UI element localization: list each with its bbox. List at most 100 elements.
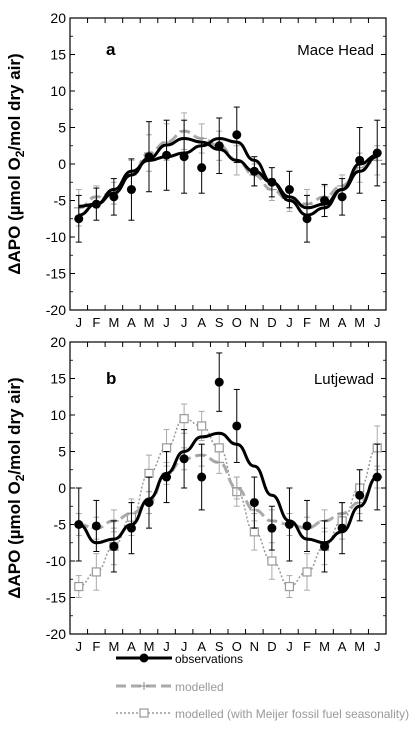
observation-point	[144, 152, 154, 162]
legend-item-observations: observations	[116, 652, 243, 666]
observation-point	[109, 192, 119, 202]
observation-point	[179, 152, 189, 162]
x-tick-label: J	[286, 315, 293, 330]
legend-item-modelled-meijer: modelled (with Meijer fossil fuel season…	[116, 707, 409, 721]
y-tick-label: -20	[46, 302, 66, 318]
observation-point	[126, 185, 136, 195]
x-tick-label: J	[76, 315, 83, 330]
y-axis-label: ΔAPO (µmol O2/mol dry air)	[5, 377, 27, 598]
panel-b-y-ticks: -20 -15 -10 -5 0 5 10 15 20	[46, 334, 386, 642]
x-tick-label: A	[338, 639, 347, 654]
x-tick-label: O	[232, 639, 242, 654]
y-tick-label: 10	[50, 407, 66, 423]
observation-point	[74, 214, 84, 224]
panel-a-marks	[73, 106, 383, 243]
panel-a-label: a	[106, 40, 116, 59]
x-tick-label: M	[108, 639, 119, 654]
modelled-meijer-marker	[267, 556, 277, 566]
y-tick-label: -15	[46, 590, 66, 606]
modelled-meijer-marker	[214, 443, 224, 453]
y-tick-label: -20	[46, 626, 66, 642]
y-tick-label: -10	[46, 553, 66, 569]
observation-point	[197, 163, 207, 173]
observation-point	[249, 498, 259, 508]
modelled-meijer-marker	[302, 567, 312, 577]
x-tick-label: N	[250, 639, 259, 654]
observation-point	[162, 472, 172, 482]
observation-point	[337, 192, 347, 202]
y-axis-labels: ΔAPO (µmol O2/mol dry air) ΔAPO (µmol O2/…	[5, 53, 27, 598]
legend: observations modelled modelled (with Mei…	[116, 652, 409, 721]
panel-b-site: Lutjewad	[314, 371, 374, 388]
x-tick-label: F	[92, 315, 100, 330]
observation-point	[162, 150, 172, 160]
legend-label-modelled: modelled	[175, 680, 224, 694]
observation-point	[249, 166, 259, 176]
observations-fit-line	[78, 431, 378, 545]
observation-point	[302, 214, 312, 224]
x-tick-label: J	[286, 639, 293, 654]
observation-point	[284, 185, 294, 195]
y-tick-label: 15	[50, 47, 66, 63]
modelled-meijer-marker	[91, 567, 101, 577]
observations-fit-line-2	[78, 136, 378, 217]
observation-point	[214, 141, 224, 151]
x-tick-label: N	[250, 315, 259, 330]
y-tick-label: -5	[54, 517, 67, 533]
observation-point	[320, 196, 330, 205]
y-tick-label: -15	[46, 266, 66, 282]
modelled-meijer-marker	[161, 443, 172, 453]
x-tick-label: A	[127, 639, 136, 654]
x-tick-label: F	[303, 639, 311, 654]
y-tick-label: 20	[50, 10, 66, 26]
observation-point	[74, 520, 84, 529]
x-tick-label: S	[215, 315, 224, 330]
modelled-meijer-marker	[284, 581, 295, 592]
x-tick-label: J	[181, 639, 188, 654]
modelled-meijer-marker	[179, 414, 189, 424]
y-tick-label: -5	[54, 193, 67, 209]
modelled-meijer-marker	[74, 581, 84, 592]
observation-point	[91, 199, 101, 209]
x-tick-label: J	[374, 639, 381, 654]
legend-item-modelled: modelled	[116, 680, 224, 694]
x-tick-label: A	[338, 315, 347, 330]
observation-point	[372, 472, 382, 482]
x-tick-label: J	[181, 315, 188, 330]
modelled-line	[78, 453, 378, 530]
observation-point	[372, 148, 382, 158]
y-tick-label: 0	[58, 156, 66, 172]
y-tick-label: 10	[50, 83, 66, 99]
panel-a-plot-area	[69, 17, 387, 311]
observation-point	[302, 521, 312, 531]
panel-a-y-ticks: -20 -15 -10 -5 0 5 10 15 20	[46, 10, 386, 318]
panel-b-marks	[73, 352, 383, 598]
y-tick-label: 0	[58, 480, 66, 496]
x-tick-label: M	[144, 315, 155, 330]
observation-point	[197, 472, 207, 482]
y-tick-label: 20	[50, 334, 66, 350]
legend-label-modelled-meijer: modelled (with Meijer fossil fuel season…	[175, 707, 409, 721]
x-tick-label: A	[197, 639, 206, 654]
y-tick-label: 15	[50, 371, 66, 387]
x-tick-label: F	[303, 315, 311, 330]
observation-point	[232, 130, 242, 140]
x-tick-label: M	[108, 315, 119, 330]
observation-point	[179, 454, 189, 464]
observation-point	[144, 498, 154, 508]
panel-a-site: Mace Head	[297, 42, 374, 59]
y-tick-label: -10	[46, 229, 66, 245]
modelled-meijer-line	[78, 417, 378, 588]
observation-point	[320, 541, 330, 551]
x-tick-label: O	[232, 315, 242, 330]
x-tick-label: D	[267, 315, 276, 330]
y-axis-label: ΔAPO (µmol O2/mol dry air)	[5, 53, 27, 274]
x-tick-label: J	[374, 315, 381, 330]
x-tick-label: M	[144, 639, 155, 654]
x-tick-label: J	[76, 639, 83, 654]
x-tick-label: J	[163, 315, 170, 330]
legend-label-observations: observations	[175, 652, 243, 666]
